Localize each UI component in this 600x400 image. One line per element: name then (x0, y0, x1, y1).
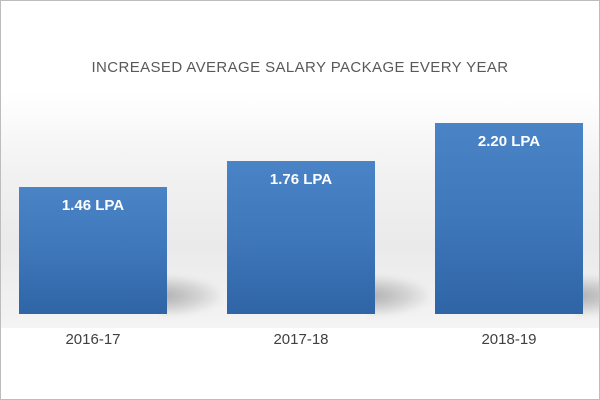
bar-shadow (161, 276, 221, 316)
x-tick-label: 2017-18 (273, 331, 329, 348)
data-label: 1.46 LPA (61, 197, 125, 214)
x-tick-label: 2018-19 (481, 331, 537, 348)
bar-2017-18 (227, 161, 375, 314)
chart-title: INCREASED AVERAGE SALARY PACKAGE EVERY Y… (91, 59, 509, 76)
bar-2018-19 (435, 123, 583, 314)
data-label: 1.76 LPA (269, 171, 333, 188)
data-label: 2.20 LPA (477, 133, 541, 150)
bar-shadow (369, 276, 429, 316)
x-tick-label: 2016-17 (65, 331, 121, 348)
bar-2016-17 (19, 187, 167, 314)
